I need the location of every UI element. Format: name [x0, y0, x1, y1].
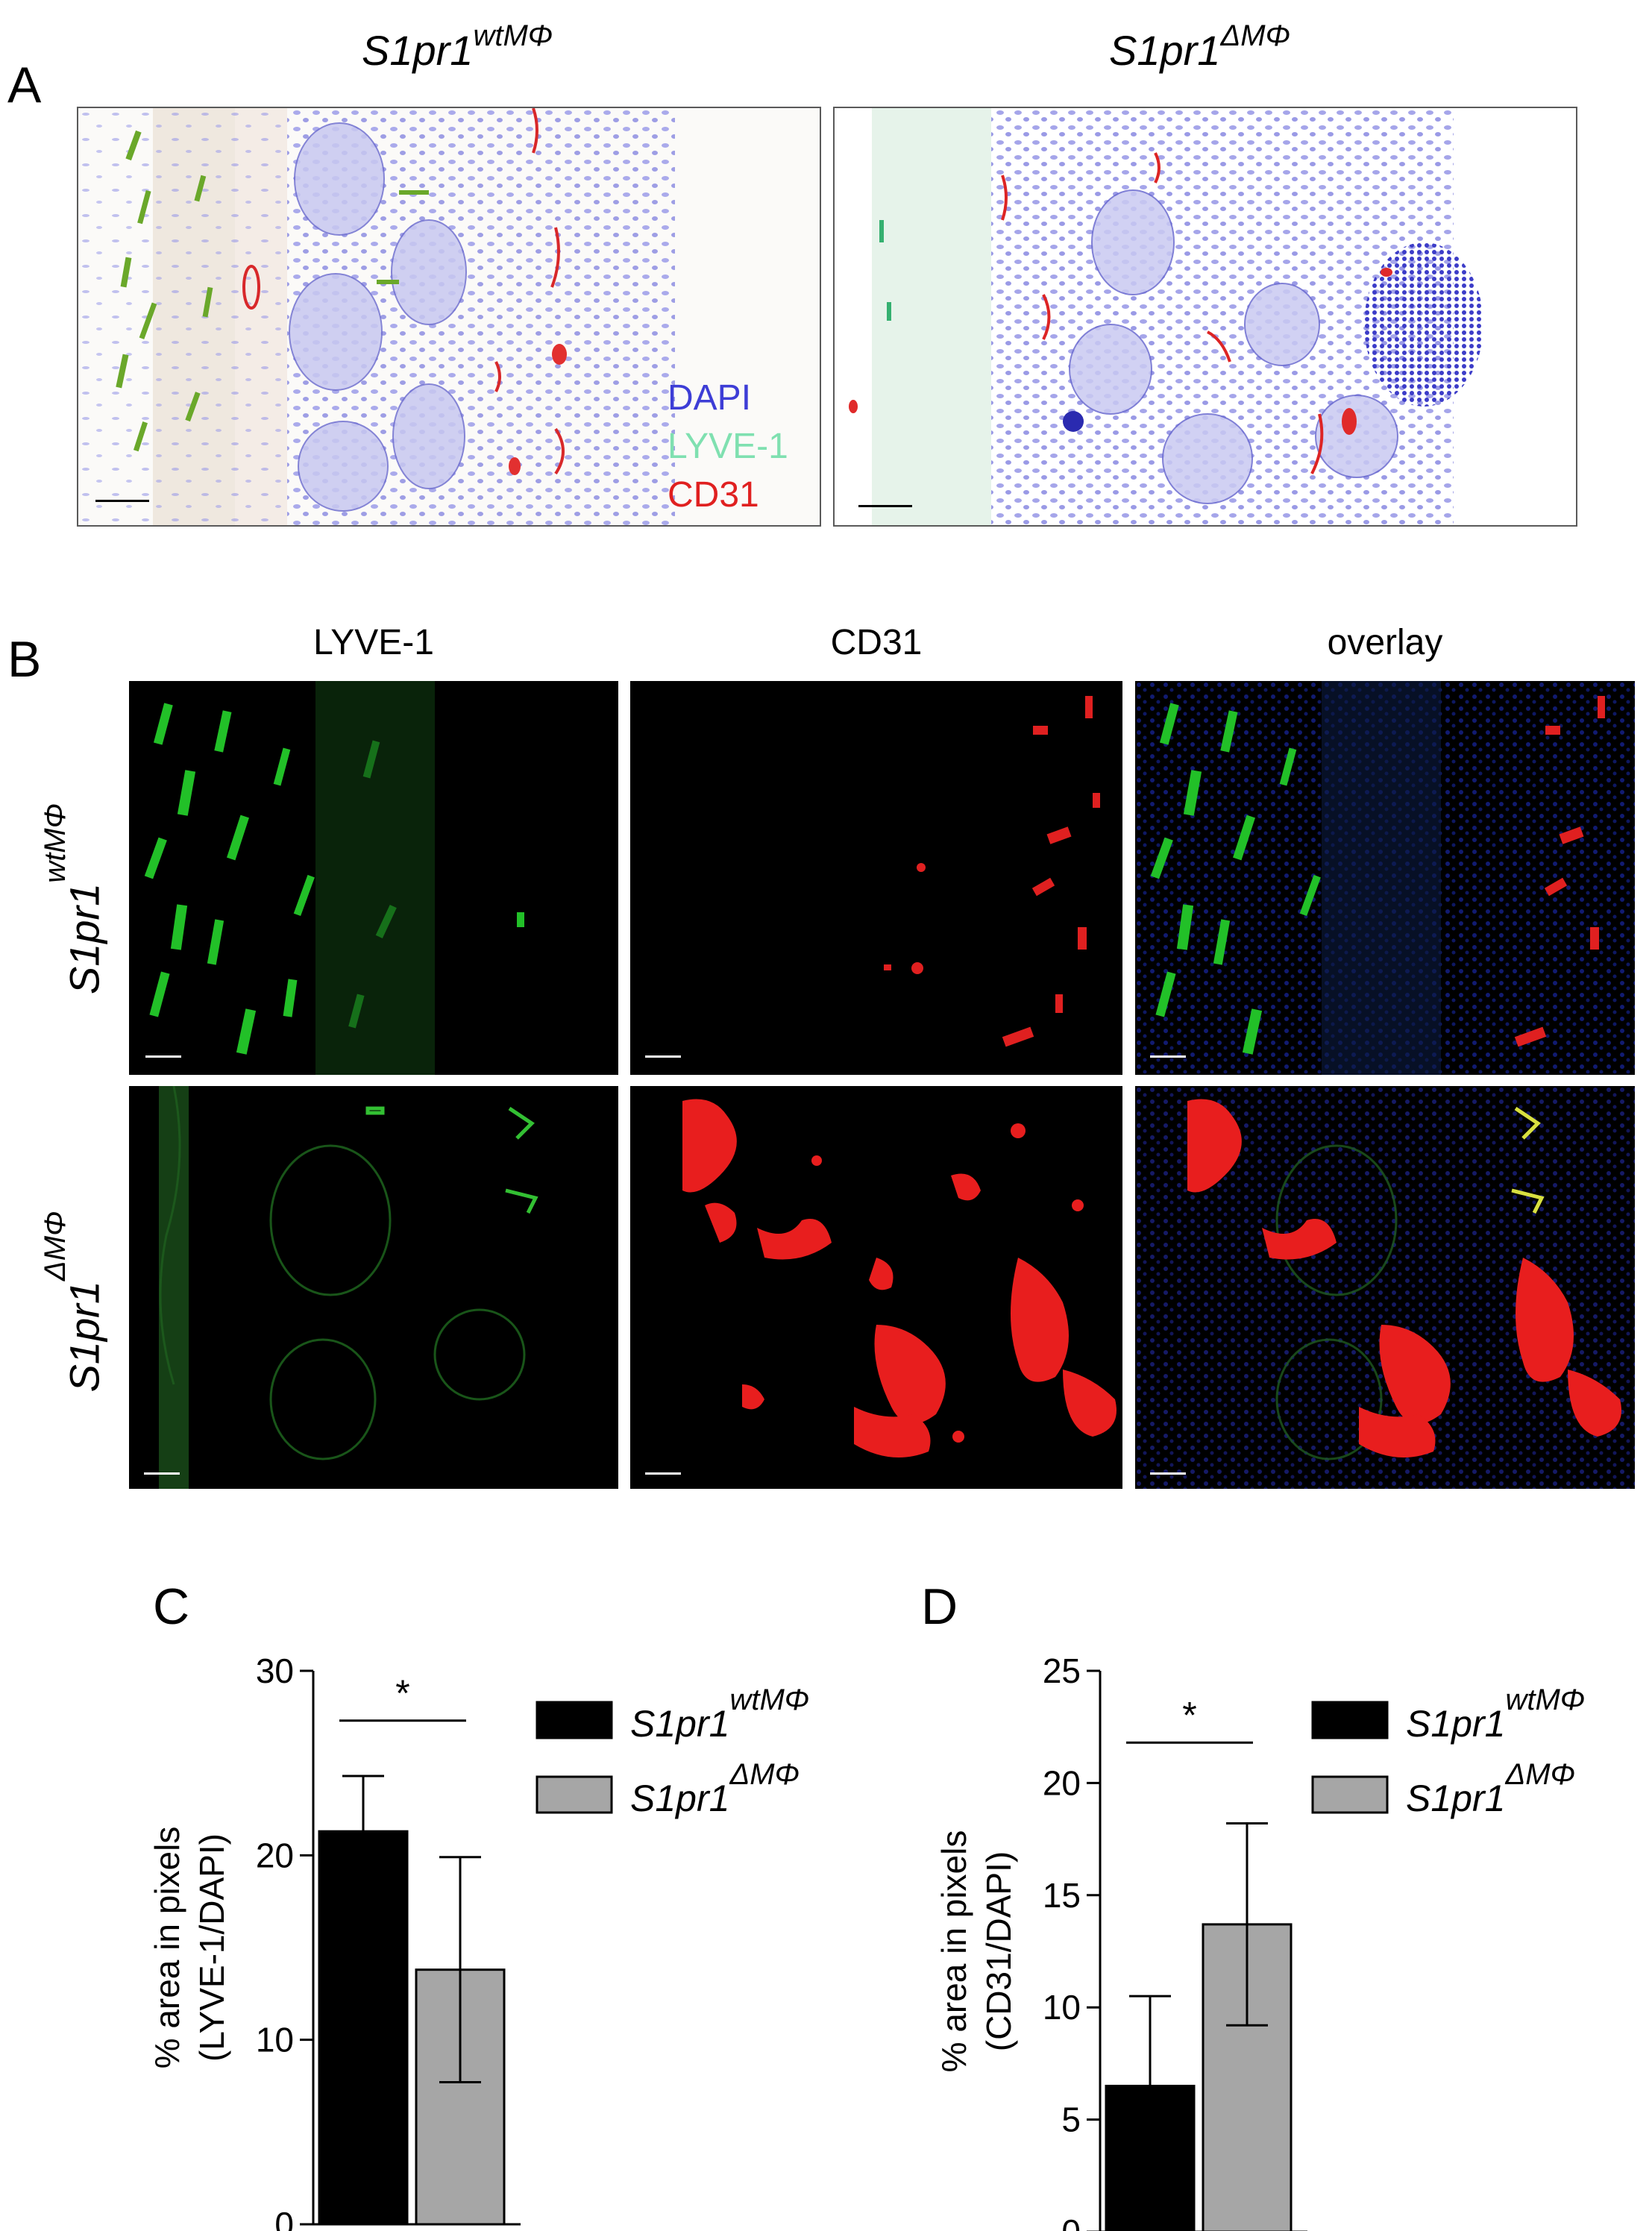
genotype-sup-ko: ΔMΦ: [1220, 19, 1291, 52]
fluorescence-overlay-ko: [1135, 1086, 1635, 1489]
fluorescence-overlay-wt: [1135, 681, 1635, 1075]
legend-label-wt: S1pr1wtMΦ: [630, 1684, 809, 1745]
y-tick-label: 20: [1043, 1763, 1081, 1802]
scale-bar: [145, 1055, 181, 1058]
fluo-drawing: [1135, 681, 1635, 1075]
fluo-drawing: [1135, 1086, 1635, 1489]
y-tick-label: 25: [1043, 1651, 1081, 1690]
legend-swatch-ko: [1311, 1775, 1389, 1814]
scale-bar: [1150, 1472, 1186, 1475]
histology-wt-drawing: [78, 108, 820, 525]
scale-bar: [858, 505, 912, 507]
scale-bar: [645, 1472, 681, 1475]
fluo-drawing: [682, 1099, 1116, 1457]
panel-a-title-ko: S1pr1ΔMΦ: [1109, 21, 1290, 74]
fluorescence-lyve1-wt: [129, 681, 618, 1075]
legend-cd31: CD31: [668, 475, 759, 515]
scale-bar: [144, 1472, 180, 1475]
significance-star: *: [395, 1672, 409, 1714]
y-tick-label: 10: [256, 2021, 294, 2059]
legend-label-ko: S1pr1ΔMΦ: [630, 1758, 800, 1819]
y-axis-label: % area in pixels: [935, 1830, 973, 2073]
significance-star: *: [1182, 1694, 1196, 1736]
legend-lyve1: LYVE-1: [668, 427, 788, 466]
fluorescence-lyve1-ko: [129, 1086, 618, 1489]
panel-label-d: D: [921, 1578, 958, 1635]
y-axis-label: (LYVE-1/DAPI): [192, 1833, 231, 2062]
row-label-ko: S1pr1ΔMΦ: [39, 1211, 108, 1393]
histology-image-wt: DAPI LYVE-1 CD31: [77, 107, 821, 527]
row-label-wt: S1pr1wtMΦ: [39, 803, 108, 995]
bar-chart-d: 0510152025% area in pixels(CD31/DAPI)*CD…: [935, 1651, 1585, 2231]
genotype-sup-wt: wtMΦ: [473, 19, 553, 52]
legend-dapi: DAPI: [668, 378, 752, 418]
panel-label-c: C: [153, 1578, 190, 1635]
panel-a-title-wt: S1pr1wtMΦ: [362, 21, 553, 74]
y-tick-label: 0: [1061, 2212, 1081, 2231]
scale-bar: [1150, 1055, 1186, 1058]
fluo-drawing: [159, 1086, 538, 1489]
fluorescence-cd31-ko: [630, 1086, 1122, 1489]
y-tick-label: 20: [256, 1836, 294, 1874]
column-title-lyve1: LYVE-1: [313, 623, 434, 662]
scale-bar: [645, 1055, 681, 1058]
fluorescence-cd31-wt: [630, 681, 1122, 1075]
genotype-base: S1pr1: [362, 27, 474, 74]
bar-wt: [318, 1830, 409, 2226]
fluo-drawing: [884, 696, 1100, 1047]
panel-label-a: A: [7, 57, 42, 113]
histology-image-ko: [833, 107, 1577, 527]
y-tick-label: 30: [256, 1651, 294, 1690]
y-axis-label: % area in pixels: [148, 1827, 186, 2069]
y-tick-label: 5: [1061, 2100, 1081, 2139]
column-title-overlay: overlay: [1327, 623, 1443, 662]
legend-label-ko: S1pr1ΔMΦ: [1406, 1758, 1575, 1819]
legend-swatch-wt: [1311, 1701, 1389, 1739]
fluo-drawing: [144, 681, 524, 1075]
legend-swatch-wt: [536, 1701, 613, 1739]
y-tick-label: 0: [274, 2205, 294, 2231]
y-axis-label: (CD31/DAPI): [979, 1851, 1018, 2051]
scale-bar: [95, 500, 149, 502]
y-tick-label: 15: [1043, 1876, 1081, 1915]
legend-swatch-ko: [536, 1775, 613, 1814]
panel-label-b: B: [7, 631, 42, 688]
histology-ko-drawing: [835, 108, 1576, 525]
y-tick-label: 10: [1043, 1988, 1081, 2027]
legend-label-wt: S1pr1wtMΦ: [1406, 1684, 1585, 1745]
column-title-cd31: CD31: [830, 623, 923, 662]
genotype-base: S1pr1: [1109, 27, 1221, 74]
